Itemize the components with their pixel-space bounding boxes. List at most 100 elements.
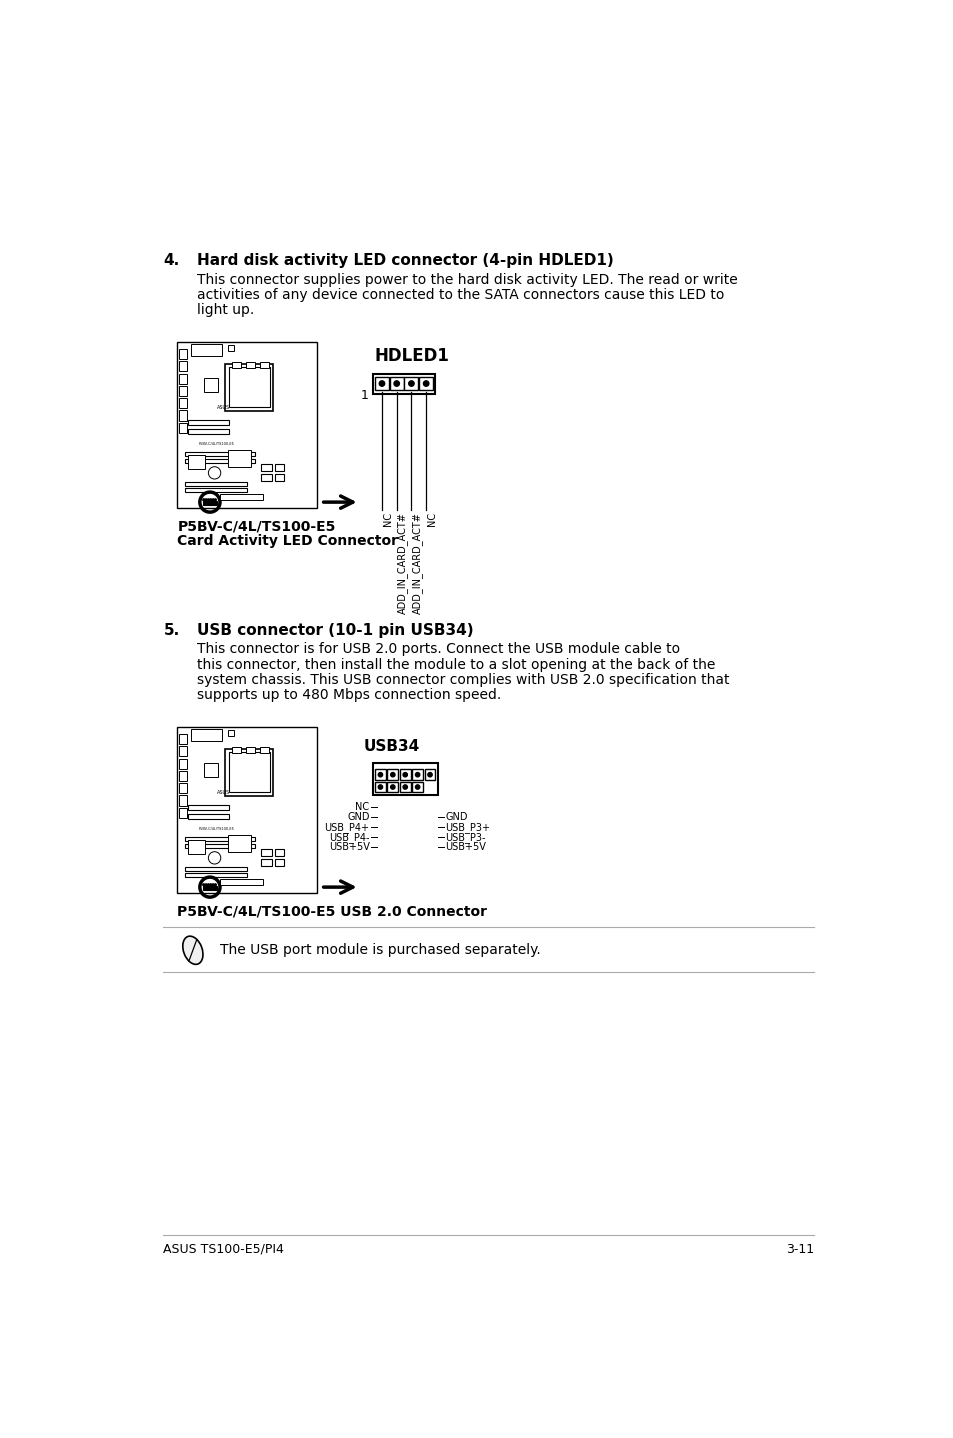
Bar — [225, 749, 274, 797]
Bar — [185, 452, 254, 456]
Bar — [404, 377, 418, 391]
Bar — [387, 782, 397, 792]
Text: 3-11: 3-11 — [785, 1242, 814, 1255]
Text: HDLED1: HDLED1 — [375, 347, 450, 365]
Circle shape — [214, 884, 216, 886]
Bar — [179, 733, 187, 743]
Ellipse shape — [183, 936, 203, 965]
Text: P5BV-C/4L/TS100-E5 USB 2.0 Connector: P5BV-C/4L/TS100-E5 USB 2.0 Connector — [177, 905, 487, 917]
Bar — [179, 423, 187, 433]
Bar — [232, 362, 241, 368]
Text: 1: 1 — [360, 388, 369, 403]
Bar — [373, 374, 435, 394]
Circle shape — [203, 884, 205, 886]
Bar — [399, 769, 410, 779]
Circle shape — [377, 772, 382, 777]
Circle shape — [402, 785, 407, 789]
Text: Card Activity LED Connector: Card Activity LED Connector — [177, 535, 398, 548]
Bar — [274, 473, 284, 482]
Bar — [229, 752, 270, 792]
Bar — [373, 764, 437, 795]
Bar — [412, 782, 422, 792]
Text: this connector, then install the module to a slot opening at the back of the: this connector, then install the module … — [196, 657, 715, 672]
Bar — [188, 420, 229, 426]
Bar — [203, 886, 216, 890]
Circle shape — [377, 785, 382, 789]
Bar — [232, 746, 241, 754]
Bar — [179, 808, 187, 818]
Bar — [220, 495, 262, 500]
Text: GND: GND — [347, 812, 369, 823]
Text: ASUS: ASUS — [217, 789, 231, 795]
Text: USB_P3+: USB_P3+ — [445, 821, 490, 833]
Circle shape — [208, 851, 220, 864]
Bar — [399, 782, 410, 792]
Bar — [188, 429, 229, 434]
Bar — [177, 342, 316, 508]
Text: USB_P4-: USB_P4- — [329, 831, 369, 843]
Bar — [228, 345, 233, 351]
Text: USB+5V: USB+5V — [329, 843, 369, 853]
Text: ADD_IN_CARD_ACT#: ADD_IN_CARD_ACT# — [412, 512, 423, 614]
Text: Hard disk activity LED connector (4-pin HDLED1): Hard disk activity LED connector (4-pin … — [196, 253, 613, 269]
Bar — [185, 459, 254, 463]
Bar — [204, 764, 218, 777]
Text: 5.: 5. — [163, 623, 179, 638]
Bar — [203, 500, 216, 505]
Bar — [261, 473, 272, 482]
Text: ADD_IN_CARD_ACT#: ADD_IN_CARD_ACT# — [397, 512, 408, 614]
Circle shape — [415, 785, 419, 789]
Circle shape — [415, 772, 419, 777]
Circle shape — [207, 884, 209, 886]
Circle shape — [427, 772, 432, 777]
Circle shape — [402, 772, 407, 777]
Circle shape — [208, 467, 220, 479]
Circle shape — [212, 884, 213, 886]
Bar — [261, 848, 272, 856]
Bar — [387, 769, 397, 779]
Bar — [185, 837, 254, 841]
Bar — [179, 784, 187, 794]
Bar — [179, 398, 187, 408]
Bar — [185, 482, 247, 486]
Bar — [424, 769, 435, 779]
Bar — [220, 880, 262, 884]
Bar — [179, 374, 187, 384]
Bar — [179, 410, 187, 420]
Bar — [179, 746, 187, 756]
Bar — [179, 385, 187, 395]
Bar — [225, 364, 274, 411]
Bar — [179, 795, 187, 805]
Text: USB+5V: USB+5V — [445, 843, 486, 853]
Bar — [245, 362, 254, 368]
Bar — [274, 463, 284, 472]
Bar — [418, 377, 433, 391]
Bar — [185, 489, 247, 492]
Circle shape — [423, 381, 429, 387]
Circle shape — [408, 381, 414, 387]
Bar — [228, 450, 251, 467]
Bar — [261, 463, 272, 472]
Text: This connector supplies power to the hard disk activity LED. The read or write: This connector supplies power to the har… — [196, 273, 737, 286]
Circle shape — [210, 884, 212, 886]
Bar — [245, 746, 254, 754]
Text: P5BV-C/4L/TS100-E5: P5BV-C/4L/TS100-E5 — [199, 827, 234, 831]
Bar — [185, 844, 254, 848]
Bar — [179, 771, 187, 781]
Bar — [375, 782, 385, 792]
Text: 4.: 4. — [163, 253, 179, 269]
Bar — [204, 378, 218, 393]
Text: P5BV-C/4L/TS100-E5: P5BV-C/4L/TS100-E5 — [199, 443, 234, 446]
Bar — [229, 367, 270, 407]
Bar — [185, 867, 247, 871]
Text: USB34: USB34 — [363, 739, 419, 754]
Circle shape — [212, 499, 213, 500]
Circle shape — [390, 785, 395, 789]
Circle shape — [379, 381, 384, 387]
Bar — [179, 349, 187, 360]
Bar — [375, 377, 389, 391]
Bar — [390, 377, 403, 391]
Circle shape — [205, 499, 207, 500]
Bar — [261, 858, 272, 866]
Bar — [274, 858, 284, 866]
